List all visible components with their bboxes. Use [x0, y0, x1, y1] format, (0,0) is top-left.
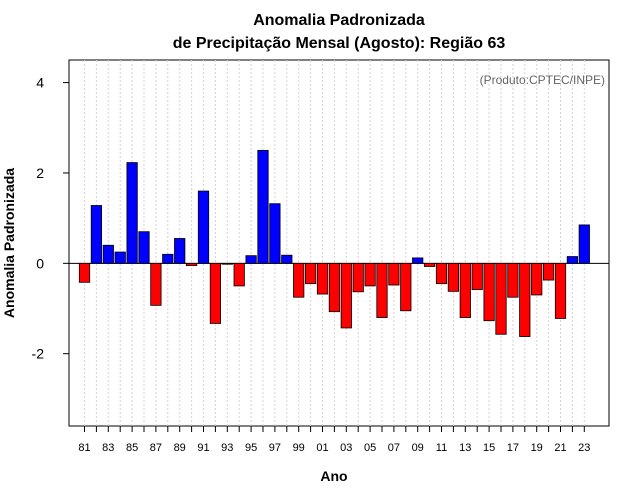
x-tick-label: 19: [531, 442, 543, 454]
bar-87: [150, 262, 162, 306]
bar-90: [185, 262, 198, 266]
bar-12: [447, 262, 460, 292]
x-tick-label: 23: [578, 442, 590, 454]
x-tick-label: 87: [150, 442, 162, 454]
x-tick-label: 99: [293, 442, 305, 454]
x-tick-label: 01: [316, 442, 328, 454]
bar-02: [328, 262, 341, 313]
x-tick-label: 11: [436, 442, 447, 454]
credit-text: (Produto:CPTEC/INPE): [480, 73, 605, 87]
bar-15: [483, 262, 495, 322]
chart-title-line2: de Precipitação Mensal (Agosto): Região …: [173, 35, 506, 52]
bar-06: [376, 262, 388, 318]
bar-10: [423, 262, 436, 267]
x-tick-label: 89: [174, 442, 186, 454]
x-tick-label: 85: [126, 442, 138, 454]
bar-97: [269, 203, 281, 264]
chart-title-line1: Anomalia Padronizada: [253, 12, 425, 29]
bar-17: [507, 262, 519, 298]
bar-86: [138, 231, 150, 264]
bar-00: [304, 262, 317, 285]
bar-11: [435, 262, 448, 285]
bar-95: [245, 255, 257, 264]
bar-19: [531, 262, 543, 296]
bar-04: [352, 262, 364, 293]
bar-01: [316, 262, 329, 295]
bar-84: [114, 251, 126, 264]
bar-09: [412, 257, 424, 264]
bar-98: [281, 254, 293, 264]
bar-85: [126, 162, 138, 264]
bar-91: [197, 190, 210, 264]
y-tick-label: 0: [36, 255, 44, 271]
bar-83: [102, 244, 114, 264]
bar-96: [257, 149, 269, 264]
x-tick-label: 97: [269, 442, 281, 454]
bar-16: [495, 262, 507, 335]
bar-94: [233, 262, 245, 287]
x-tick-label: 95: [245, 442, 257, 454]
grid-lines: [84, 60, 585, 426]
bar-05: [364, 262, 376, 287]
x-tick-label: 13: [459, 442, 471, 454]
bar-93: [221, 262, 233, 265]
x-tick-label: 05: [364, 442, 376, 454]
x-axis-label: Ano: [320, 468, 347, 484]
x-tick-label: 07: [388, 442, 400, 454]
bar-92: [209, 262, 221, 324]
bar-89: [174, 238, 186, 264]
y-axis-label: Anomalia Padronizada: [1, 168, 17, 318]
x-axis: 81 83 85 87 89 91 93 95 97 99 01 03 05 07 09 11 13 15 17 19…: [78, 426, 590, 454]
y-tick-label: -2: [32, 346, 45, 362]
bar-08: [400, 262, 412, 312]
bar-13: [459, 262, 471, 318]
x-tick-label: 83: [102, 442, 114, 454]
bar-21: [554, 262, 567, 319]
x-tick-label: 09: [412, 442, 424, 454]
bar-22: [566, 256, 579, 264]
x-tick-label: 93: [221, 442, 233, 454]
x-tick-label: 21: [554, 442, 566, 454]
bar-82: [90, 205, 102, 264]
bar-23: [578, 224, 590, 264]
bar-88: [162, 253, 174, 264]
y-axis: -2 0 2 4: [32, 75, 69, 362]
bar-81: [78, 262, 91, 283]
x-tick-label: 03: [340, 442, 352, 454]
y-tick-label: 4: [36, 75, 44, 91]
x-tick-label: 91: [197, 442, 209, 454]
bars: [78, 149, 590, 337]
x-tick-label: 15: [483, 442, 495, 454]
x-tick-label: 17: [507, 442, 519, 454]
y-tick-label: 2: [36, 165, 44, 181]
x-tick-label: 81: [78, 442, 90, 454]
bar-07: [388, 262, 400, 286]
bar-20: [543, 262, 555, 281]
bar-14: [471, 262, 483, 290]
bar-18: [519, 262, 531, 337]
bar-99: [293, 262, 305, 298]
plot-frame: [68, 59, 610, 427]
bar-03: [340, 262, 352, 329]
